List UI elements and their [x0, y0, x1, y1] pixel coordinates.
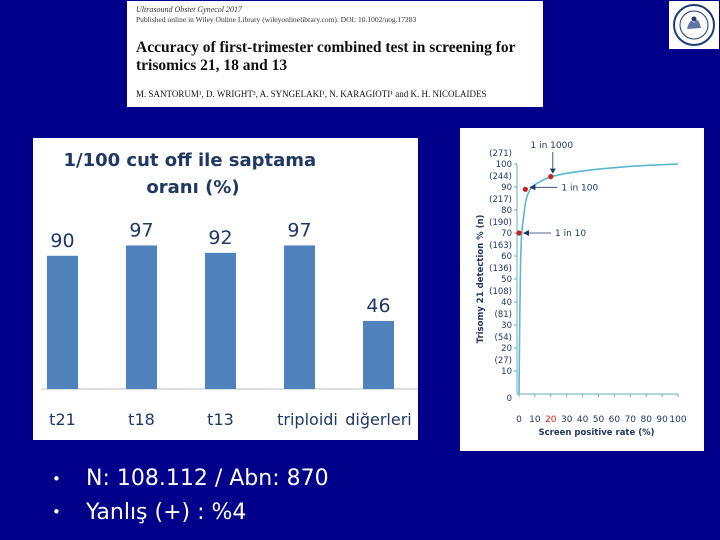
y-tick-n-label: (54) — [495, 333, 512, 343]
y-axis-label: Trisomy 21 detection % (n) — [476, 214, 486, 343]
x-tick-label: 10 — [529, 415, 541, 425]
x-tick-label: 40 — [577, 415, 589, 425]
bullet-text: Yanlış (+) : %4 — [86, 499, 247, 525]
annotation-label: 1 in 100 — [561, 183, 598, 193]
bar — [205, 252, 236, 389]
annotation-label: 1 in 10 — [555, 229, 586, 239]
bullet-text: N: 108.112 / Abn: 870 — [86, 466, 329, 491]
paper-header: Ultrasound Obstet Gynecol 2017 Published… — [127, 1, 543, 107]
y-tick-n-label: (217) — [489, 195, 512, 205]
y-tick-origin: 0 — [507, 394, 512, 404]
bar — [47, 255, 78, 389]
bullet-dot: • — [52, 503, 61, 521]
y-tick-n-label: (244) — [489, 172, 512, 182]
bullet-list: • N: 108.112 / Abn: 870 • Yanlış (+) : %4 — [52, 462, 329, 529]
x-tick-label: 90 — [656, 415, 668, 425]
bar-data-label: 46 — [366, 295, 390, 317]
seal-icon — [673, 4, 715, 46]
bar-data-label: 97 — [287, 219, 311, 241]
category-label: t13 — [207, 410, 234, 429]
x-tick-label: 100 — [669, 415, 686, 425]
bar — [284, 245, 315, 389]
bar-chart-title-line-2: oranı (%) — [146, 177, 239, 198]
journal-line: Ultrasound Obstet Gynecol 2017 — [136, 5, 242, 14]
annotation-label: 1 in 1000 — [531, 141, 574, 151]
logo — [669, 1, 719, 49]
x-tick-label: 30 — [561, 415, 573, 425]
y-tick-label: 70 — [501, 229, 512, 239]
y-tick-label: 90 — [501, 183, 512, 193]
detection-rate-bar-chart: 1/100 cut off ile saptama oranı (%) 90 t2… — [33, 138, 418, 440]
category-label: triploidi — [277, 410, 338, 429]
cutoff-marker — [548, 174, 554, 180]
x-axis-label: Screen positive rate (%) — [538, 428, 654, 438]
x-tick-label: 0 — [516, 415, 522, 425]
y-tick-n-label: (108) — [489, 287, 512, 297]
bar-data-label: 90 — [50, 230, 74, 252]
y-tick-n-label: (190) — [489, 218, 512, 228]
bar-chart-title-line-1: 1/100 cut off ile saptama — [63, 150, 316, 171]
y-tick-n-label: (163) — [489, 241, 512, 251]
detection-curve-chart: 10 (27) 20 (54) 30 (81) 40 (108) 50 (136) 60 (163) 7… — [460, 128, 704, 451]
bullet-item: • N: 108.112 / Abn: 870 — [52, 462, 329, 496]
y-tick-label: 100 — [496, 160, 512, 170]
y-tick-label: 60 — [501, 252, 512, 262]
annotation-arrowhead — [529, 184, 536, 191]
curve-chart-svg: 10(27)20(54)30(81)40(108)50(136)60(163)7… — [476, 141, 687, 438]
x-tick-label: 70 — [625, 415, 637, 425]
bar — [363, 320, 394, 389]
bar-data-label: 97 — [129, 219, 153, 241]
paper-title: Accuracy of first-trimester combined tes… — [136, 39, 516, 74]
y-tick-n-label: (27) — [495, 356, 512, 366]
bullet-dot: • — [52, 469, 61, 488]
paper-authors: M. SANTORUM¹, D. WRIGHT², A. SYNGELAKI¹,… — [136, 89, 487, 99]
y-tick-label: 40 — [501, 298, 512, 308]
detection-curve-line — [518, 163, 679, 395]
cutoff-marker — [522, 186, 528, 192]
annotation-arrowhead — [523, 230, 529, 236]
cutoff-marker — [516, 230, 522, 236]
category-label: t18 — [128, 410, 155, 429]
y-tick-label: 50 — [501, 275, 512, 285]
bullet-item: • Yanlış (+) : %4 — [52, 496, 329, 530]
y-tick-n-label: (136) — [489, 264, 512, 274]
x-tick-label: 20 — [545, 415, 557, 425]
bar-chart-title: 1/100 cut off ile saptama oranı (%) — [63, 150, 322, 198]
x-tick-label: 60 — [609, 415, 621, 425]
x-tick-label: 50 — [593, 415, 605, 425]
y-tick-label: 30 — [501, 321, 512, 331]
annotation-arrowhead — [549, 168, 556, 174]
y-tick-n-label: (81) — [495, 310, 512, 320]
bar-chart-svg: 1/100 cut off ile saptama oranı (%) 90 t2… — [41, 150, 418, 429]
bar — [126, 245, 157, 389]
y-tick-label: 80 — [501, 206, 512, 216]
published-line: Published online in Wiley Online Library… — [136, 15, 417, 24]
category-label: t21 — [49, 410, 76, 429]
bar-data-label: 92 — [208, 227, 232, 249]
x-tick-label: 80 — [640, 415, 652, 425]
category-label: diğerleri — [345, 410, 412, 429]
y-tick-label: 10 — [501, 367, 512, 377]
y-tick-n-label: (271) — [489, 149, 512, 159]
y-tick-label: 20 — [501, 344, 512, 354]
